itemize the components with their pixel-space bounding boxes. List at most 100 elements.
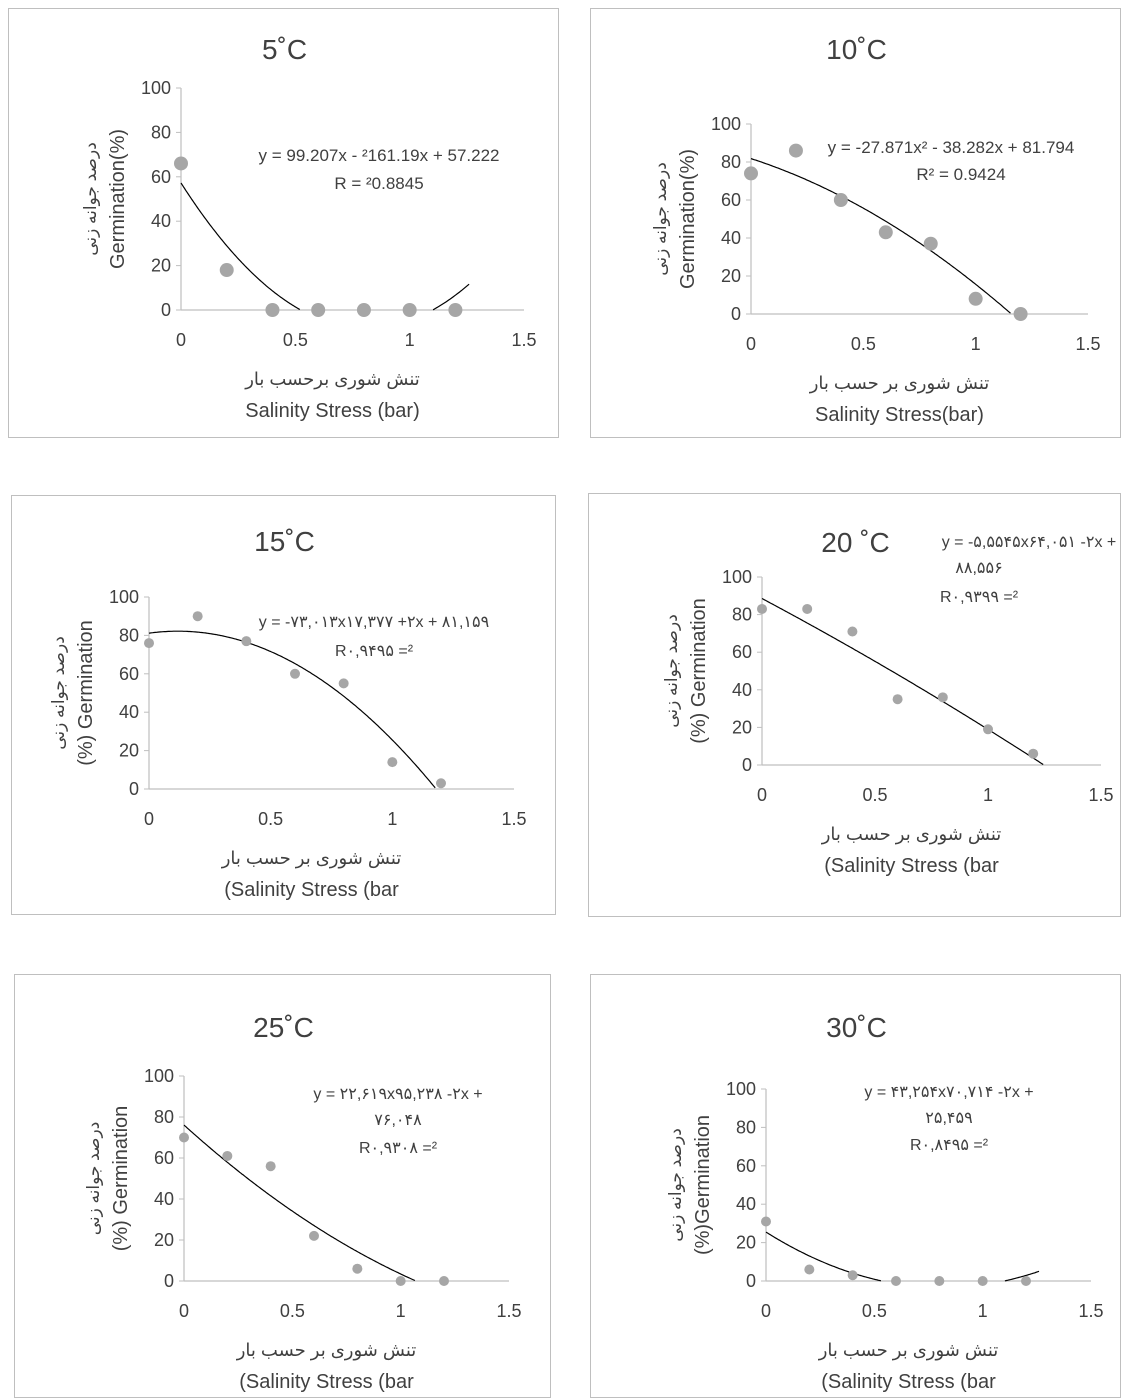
chart-panel-4: 20 ˚C 0 20 40 60 80 100 0 0.5 1 1.5 درصد جوانه زنی (… bbox=[588, 493, 1121, 917]
data-point bbox=[241, 636, 252, 647]
trendline-equation-cont: ۷۶,۰۴۸ bbox=[374, 1112, 422, 1129]
trendline-equation: y = 99.207x - ²161.19x + 57.222 bbox=[258, 146, 499, 165]
trendline-equation-cont: ۸۸,۵۵۶ bbox=[955, 560, 1002, 577]
chart-svg: 5˚C 0 20 40 60 80 100 0 0.5 1 1.5 درصد جوانه زنی Ger… bbox=[81, 34, 537, 422]
data-point bbox=[761, 1216, 771, 1227]
x-tick-label: 1 bbox=[983, 785, 993, 805]
y-tick-label: 80 bbox=[151, 122, 171, 142]
y-tick-label: 80 bbox=[732, 605, 752, 625]
y-tick-label: 0 bbox=[742, 755, 752, 775]
y-axis-label: درصد جوانه زنی (%) Germination bbox=[662, 598, 710, 744]
trendline bbox=[148, 630, 436, 789]
chart-title: 5˚C bbox=[262, 34, 307, 65]
data-point bbox=[1013, 307, 1028, 321]
data-point bbox=[352, 1263, 363, 1274]
x-axis-label-en: (Salinity Stress (bar bbox=[824, 855, 999, 877]
data-point bbox=[387, 757, 398, 768]
x-tick-label: 0 bbox=[176, 330, 186, 350]
data-point bbox=[878, 225, 893, 240]
trendline bbox=[180, 182, 470, 311]
data-point bbox=[290, 668, 300, 679]
chart-title: 20 ˚C bbox=[821, 527, 889, 558]
r-squared: R = ²0.8845 bbox=[334, 174, 423, 193]
trendline bbox=[765, 1231, 1040, 1282]
x-tick-label: 0.5 bbox=[280, 1301, 305, 1321]
x-tick-label: 0.5 bbox=[258, 809, 283, 829]
data-point bbox=[934, 1276, 945, 1286]
y-tick-label: 100 bbox=[711, 114, 741, 134]
y-tick-label: 40 bbox=[721, 228, 741, 248]
data-point bbox=[847, 626, 858, 637]
data-point bbox=[937, 692, 948, 703]
x-tick-label: 1.5 bbox=[511, 330, 536, 350]
y-tick-label: 20 bbox=[151, 256, 171, 276]
data-point bbox=[402, 303, 417, 317]
data-point bbox=[923, 236, 938, 251]
y-axis-label-fa: درصد جوانه زنی bbox=[84, 1122, 103, 1236]
x-axis-label-fa: تنش شوری بر حسب بار bbox=[818, 1340, 999, 1361]
chart-panel-2: 10˚C 0 20 40 60 80 100 0 0.5 1 1.5 درصد جوانه زنی Ge… bbox=[590, 8, 1121, 438]
r-squared: R۰,۹۳۰۸ =² bbox=[359, 1140, 438, 1157]
y-axis-label-fa: درصد جوانه زنی bbox=[81, 142, 100, 256]
trendline-equation: y = -۷۳,۰۱۳x۱۷,۳۷۷ +۲x + ۸۱,۱۵۹ bbox=[259, 614, 489, 631]
y-tick-label: 60 bbox=[736, 1156, 756, 1176]
y-tick-label: 0 bbox=[129, 779, 139, 799]
x-axis-label-fa: تنش شوری بر حسب بار bbox=[221, 848, 402, 869]
y-tick-label: 60 bbox=[721, 190, 741, 210]
data-point bbox=[439, 1276, 449, 1286]
x-tick-label: 1.5 bbox=[496, 1301, 521, 1321]
y-tick-label: 60 bbox=[154, 1148, 174, 1168]
y-tick-label: 20 bbox=[736, 1233, 756, 1253]
chart-panel-6: 30˚C 0 20 40 60 80 100 0 0.5 1 1.5 درصد جوانه زنی (%… bbox=[590, 974, 1121, 1398]
x-axis-label-en: Salinity Stress(bar) bbox=[815, 404, 984, 426]
y-tick-label: 20 bbox=[119, 741, 139, 761]
data-point bbox=[219, 263, 234, 278]
y-tick-label: 0 bbox=[746, 1271, 756, 1291]
trendline bbox=[183, 1124, 416, 1282]
x-axis-label-en: (Salinity Stress (bar bbox=[224, 879, 399, 901]
x-tick-label: 1 bbox=[387, 809, 397, 829]
x-tick-label: 1 bbox=[405, 330, 415, 350]
data-point bbox=[891, 1276, 901, 1286]
y-tick-label: 40 bbox=[119, 702, 139, 722]
data-point bbox=[356, 303, 371, 317]
trendline bbox=[761, 597, 1044, 765]
data-point bbox=[222, 1150, 233, 1161]
chart-svg: 20 ˚C 0 20 40 60 80 100 0 0.5 1 1.5 درصد جوانه زنی (… bbox=[662, 527, 1117, 877]
data-point bbox=[395, 1276, 406, 1286]
chart-title: 30˚C bbox=[826, 1012, 887, 1043]
chart-panel-1: 5˚C 0 20 40 60 80 100 0 0.5 1 1.5 درصد جوانه زنی Ger… bbox=[8, 8, 559, 438]
trendline-equation: y = -۵,۵۵۴۵x۶۴,۰۵۱ -۲x + bbox=[942, 534, 1117, 551]
data-point bbox=[833, 193, 848, 207]
y-tick-label: 20 bbox=[154, 1230, 174, 1250]
y-tick-label: 100 bbox=[141, 78, 171, 98]
data-point bbox=[744, 166, 758, 181]
y-tick-label: 60 bbox=[119, 664, 139, 684]
chart-title: 25˚C bbox=[253, 1012, 314, 1043]
y-tick-label: 0 bbox=[731, 304, 741, 324]
data-point bbox=[788, 143, 803, 158]
x-axis-label-en: (Salinity Stress (bar bbox=[821, 1371, 996, 1393]
y-tick-label: 20 bbox=[721, 266, 741, 286]
y-axis-label: درصد جوانه زنی (%) Germination bbox=[84, 1106, 132, 1252]
chart-svg: 10˚C 0 20 40 60 80 100 0 0.5 1 1.5 درصد جوانه زنی Ge… bbox=[651, 34, 1101, 426]
r-squared: R² = 0.9424 bbox=[916, 165, 1005, 184]
chart-panel-5: 25˚C 0 20 40 60 80 100 0 0.5 1 1.5 درصد جوانه زنی (%… bbox=[14, 974, 551, 1398]
data-point bbox=[192, 611, 203, 622]
chart-title: 15˚C bbox=[254, 526, 315, 557]
data-point bbox=[968, 291, 983, 306]
y-tick-label: 80 bbox=[721, 152, 741, 172]
chart-panel-3: 15˚C 0 20 40 60 80 100 0 0.5 1 1.5 درصد جوانه زنی (%… bbox=[11, 495, 556, 915]
x-tick-label: 1.5 bbox=[1075, 334, 1100, 354]
y-axis-label-en: (%)Germination bbox=[692, 1115, 714, 1255]
r-squared: R۰,۹۳۹۹ =² bbox=[940, 589, 1019, 606]
x-tick-label: 0.5 bbox=[283, 330, 308, 350]
y-tick-label: 60 bbox=[151, 167, 171, 187]
x-axis-label-fa: تنش شوری برحسب بار bbox=[244, 369, 420, 390]
y-tick-label: 40 bbox=[151, 211, 171, 231]
trendline-equation-cont: ۲۵,۴۵۹ bbox=[925, 1110, 972, 1127]
x-axis-label-en: (Salinity Stress (bar bbox=[239, 1371, 414, 1393]
r-squared: R۰,۹۴۹۵ =² bbox=[335, 643, 414, 660]
y-tick-label: 0 bbox=[161, 300, 171, 320]
data-point bbox=[757, 603, 767, 614]
